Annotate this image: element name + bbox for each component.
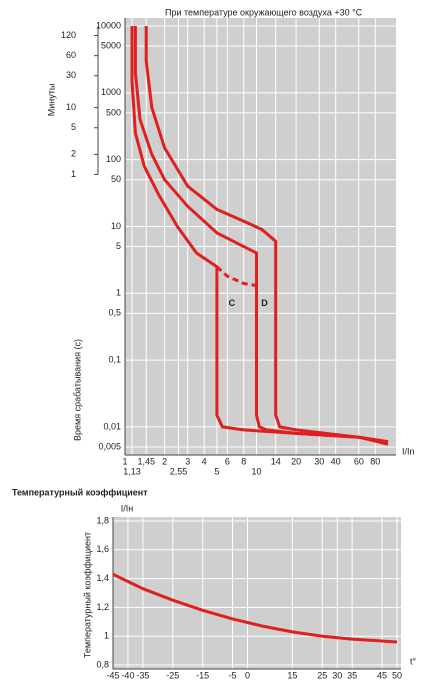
y3-tick-label: 30 bbox=[66, 70, 76, 80]
y-tick-label: 0,8 bbox=[96, 659, 109, 669]
x-tick-label: 3 bbox=[185, 456, 190, 466]
y-tick-label: 0,5 bbox=[108, 308, 121, 318]
chart-title: При температуре окружающего воздуха +30 … bbox=[165, 7, 363, 17]
y-unit: I/Iн bbox=[121, 503, 134, 513]
y-tick-label: 1000 bbox=[101, 87, 121, 97]
x-tick-label: 20 bbox=[291, 456, 301, 466]
y3-tick-label: 5 bbox=[71, 122, 76, 132]
y-tick-label: 0,005 bbox=[98, 441, 121, 451]
annotation: D bbox=[261, 298, 268, 308]
y-tick-label: 1 bbox=[116, 288, 121, 298]
x-tick-label: 14 bbox=[271, 456, 281, 466]
y3-tick-label: 1 bbox=[71, 169, 76, 179]
x-tick-label: 1,13 bbox=[123, 466, 141, 476]
y-tick-label: 0,01 bbox=[103, 421, 121, 431]
x-tick-label: 60 bbox=[354, 456, 364, 466]
x-tick-label: 5 bbox=[214, 466, 219, 476]
x-tick-label: 45 bbox=[377, 670, 387, 680]
x-tick-label: 0 bbox=[245, 670, 250, 680]
y-tick-label: 1,4 bbox=[96, 573, 109, 583]
x-tick-label: -15 bbox=[196, 670, 209, 680]
y-tick-label: 10000 bbox=[96, 20, 121, 30]
y-tick-label: 50 bbox=[111, 174, 121, 184]
x-tick-label: -25 bbox=[166, 670, 179, 680]
x-tick-label: 30 bbox=[332, 670, 342, 680]
y-tick-label: 5000 bbox=[101, 40, 121, 50]
y-tick-label: 5 bbox=[116, 241, 121, 251]
x-tick-label: -5 bbox=[229, 670, 237, 680]
y-tick-label: 0,1 bbox=[108, 354, 121, 364]
x-tick-label: 10 bbox=[251, 466, 261, 476]
y3-tick-label: 120 bbox=[61, 30, 76, 40]
annotation: C bbox=[229, 298, 236, 308]
x-tick-label: 25 bbox=[317, 670, 327, 680]
y-tick-label: 10 bbox=[111, 221, 121, 231]
y-tick-label: 100 bbox=[106, 154, 121, 164]
x-tick-label: 1 bbox=[122, 456, 127, 466]
x-tick-label: 2,55 bbox=[170, 466, 188, 476]
x-tick-label: 30 bbox=[314, 456, 324, 466]
plot-area bbox=[113, 517, 401, 669]
x-tick-label: 4 bbox=[202, 456, 207, 466]
y3-tick-label: 60 bbox=[66, 50, 76, 60]
y-axis-label: Время срабатывания (с) bbox=[72, 339, 82, 441]
y-tick-label: 1,8 bbox=[96, 515, 109, 525]
x-axis-label: I/In bbox=[402, 446, 415, 456]
curve bbox=[144, 26, 389, 446]
curve bbox=[133, 26, 389, 444]
y-tick-label: 500 bbox=[106, 107, 121, 117]
curve bbox=[112, 572, 398, 644]
x-tick-label: 15 bbox=[287, 670, 297, 680]
x-tick-label: 35 bbox=[347, 670, 357, 680]
x-tick-label: 2 bbox=[162, 456, 167, 466]
y-tick-label: 1,2 bbox=[96, 602, 109, 612]
plot-area bbox=[125, 18, 396, 455]
y3-axis-label: Минуты bbox=[46, 84, 56, 117]
x-tick-label: 80 bbox=[370, 456, 380, 466]
x-tick-label: 6 bbox=[225, 456, 230, 466]
y-tick-label: 1 bbox=[104, 631, 109, 641]
x-tick-label: 40 bbox=[331, 456, 341, 466]
y-tick-label: 1,6 bbox=[96, 544, 109, 554]
x-tick-label: 50 bbox=[392, 670, 402, 680]
y-axis-label: Температурный коэффициент bbox=[82, 532, 92, 658]
x-tick-label: -35 bbox=[136, 670, 149, 680]
x-tick-label: -45 bbox=[106, 670, 119, 680]
x-tick-label: -40 bbox=[121, 670, 134, 680]
x-axis-label: t° bbox=[410, 656, 417, 666]
y3-tick-label: 2 bbox=[71, 149, 76, 159]
x-tick-label: 8 bbox=[241, 456, 246, 466]
x-tick-label: 1,45 bbox=[137, 456, 155, 466]
chart-title: Температурный коэффициент bbox=[12, 487, 148, 497]
curve bbox=[215, 265, 257, 288]
y3-tick-label: 10 bbox=[66, 102, 76, 112]
